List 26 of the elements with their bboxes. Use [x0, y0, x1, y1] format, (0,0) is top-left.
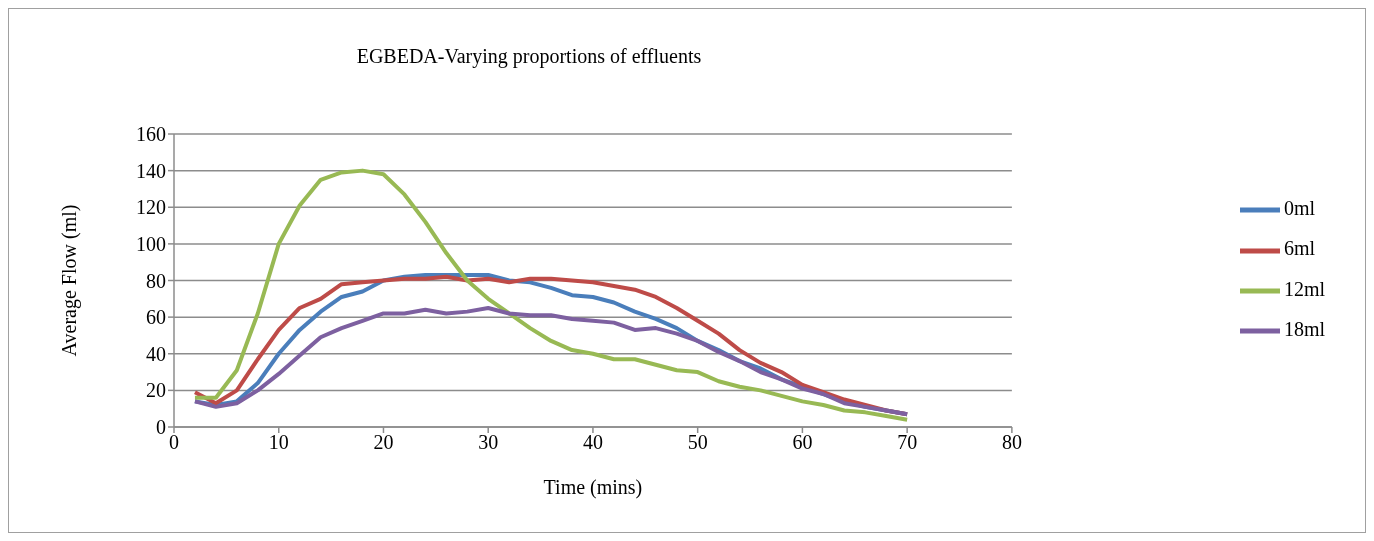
- x-tick-label: 70: [897, 431, 918, 454]
- chart-title: EGBEDA-Varying proportions of effluents: [355, 45, 703, 68]
- x-tick-label: 50: [687, 431, 708, 454]
- legend-label: 12ml: [1283, 277, 1325, 300]
- line-series: [192, 305, 910, 417]
- y-tick-label: 120: [136, 196, 166, 219]
- y-tick-label: 40: [146, 342, 166, 365]
- line-series: [192, 168, 910, 422]
- x-tick-label: 40: [582, 431, 603, 454]
- y-tick-label: 100: [136, 232, 166, 255]
- x-tick-label: 80: [1001, 431, 1022, 454]
- y-tick-label: 60: [146, 306, 166, 329]
- legend-label: 6ml: [1283, 237, 1315, 260]
- x-tick-label: 60: [792, 431, 813, 454]
- x-tick-label: 10: [268, 431, 289, 454]
- y-tick-label: 140: [136, 159, 166, 182]
- x-tick-label: 20: [373, 431, 394, 454]
- y-tick-label: 80: [146, 269, 166, 292]
- y-tick-label: 0: [156, 416, 166, 439]
- y-tick-label: 20: [146, 379, 166, 402]
- y-axis-title: Average Flow (ml): [58, 204, 82, 357]
- legend-label: 18ml: [1283, 317, 1325, 340]
- y-tick-label: 160: [136, 123, 166, 146]
- x-axis-title: Time (mins): [543, 476, 643, 499]
- legend-label: 0ml: [1283, 196, 1315, 219]
- x-tick-label: 30: [478, 431, 499, 454]
